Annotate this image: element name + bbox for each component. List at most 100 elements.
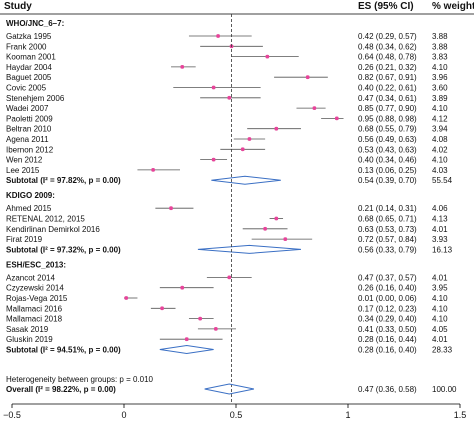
group-title: ESH/ESC_2013: xyxy=(6,260,66,269)
study-es: 0.42 (0.29, 0.57) xyxy=(358,32,417,41)
point-estimate xyxy=(312,106,317,110)
study-es: 0.13 (0.06, 0.25) xyxy=(358,166,417,175)
study-weight: 4.03 xyxy=(432,166,448,175)
study-weight: 4.06 xyxy=(432,204,448,213)
study-label: Frank 2000 xyxy=(6,42,47,51)
study-label: Gatzka 1995 xyxy=(6,32,52,41)
study-weight: 3.95 xyxy=(432,284,448,293)
study-es: 0.21 (0.14, 0.31) xyxy=(358,204,417,213)
study-weight: 4.08 xyxy=(432,135,448,144)
point-estimate xyxy=(227,95,232,100)
study-es: 0.48 (0.34, 0.62) xyxy=(358,42,417,51)
es-column-header: ES (95% CI) xyxy=(358,1,414,12)
study-label: Ahmed 2015 xyxy=(6,204,52,213)
point-estimate xyxy=(180,285,185,290)
study-label: Gluskin 2019 xyxy=(6,335,53,344)
study-weight: 3.60 xyxy=(432,84,448,93)
study-label: Mallamaci 2016 xyxy=(6,304,63,313)
study-es: 0.40 (0.34, 0.46) xyxy=(358,156,417,165)
point-estimate xyxy=(169,206,173,211)
study-weight: 4.10 xyxy=(432,63,448,72)
point-estimate xyxy=(213,327,218,331)
point-estimate xyxy=(124,296,129,300)
study-weight: 4.02 xyxy=(432,145,448,154)
study-es: 0.68 (0.55, 0.79) xyxy=(358,125,417,134)
study-label: Paoletti 2009 xyxy=(6,114,53,123)
study-weight: 4.10 xyxy=(432,315,448,324)
study-weight: 3.88 xyxy=(432,32,448,41)
point-estimate xyxy=(151,168,156,172)
subtotal-diamond xyxy=(211,175,281,185)
study-es: 0.41 (0.33, 0.50) xyxy=(358,325,417,334)
subtotal-es: 0.28 (0.16, 0.40) xyxy=(358,346,417,355)
study-label: Kendirlinan Demirkol 2016 xyxy=(6,225,100,234)
study-label: Ibernon 2012 xyxy=(6,145,54,154)
study-es: 0.26 (0.21, 0.32) xyxy=(358,63,417,72)
study-es: 0.47 (0.34, 0.61) xyxy=(358,94,417,103)
subtotal-diamond xyxy=(159,344,214,355)
study-label: RETENAL 2012, 2015 xyxy=(6,215,85,224)
study-weight: 3.83 xyxy=(432,53,448,62)
study-es: 0.34 (0.29, 0.40) xyxy=(358,315,417,324)
x-tick-label: −0.5 xyxy=(3,410,21,420)
study-label: Baguet 2005 xyxy=(6,73,52,82)
study-label: Rojas-Vega 2015 xyxy=(6,294,68,303)
study-es: 0.85 (0.77, 0.90) xyxy=(358,104,417,113)
subtotal-label: Subtotal (I² = 97.32%, p = 0.00) xyxy=(6,245,121,254)
subtotal-weight: 16.13 xyxy=(432,245,453,254)
point-estimate xyxy=(160,306,164,311)
x-tick-label: 0 xyxy=(121,410,126,420)
study-es: 0.26 (0.16, 0.40) xyxy=(358,284,417,293)
x-tick-label: 1.5 xyxy=(454,410,467,420)
study-weight: 4.01 xyxy=(432,335,448,344)
point-estimate xyxy=(211,157,216,162)
study-label: Beltran 2010 xyxy=(6,125,52,134)
study-weight: 3.93 xyxy=(432,235,448,244)
study-label: Mallamaci 2018 xyxy=(6,315,63,324)
group-title: KDIGO 2009: xyxy=(6,191,55,200)
subtotal-es: 0.56 (0.33, 0.79) xyxy=(358,245,417,254)
study-weight: 4.01 xyxy=(432,225,448,234)
study-weight: 3.89 xyxy=(432,94,448,103)
study-label: Sasak 2019 xyxy=(6,325,49,334)
study-label: Kooman 2001 xyxy=(6,53,56,62)
x-axis: −0.5 0 0.5 1 1.5 xyxy=(3,403,467,420)
subtotal-diamond xyxy=(197,244,301,254)
subtotal-weight: 28.33 xyxy=(432,346,453,355)
point-estimate xyxy=(211,85,216,90)
column-headers: Study ES (95% CI) % weight xyxy=(4,1,474,12)
study-label: Wadei 2007 xyxy=(6,104,49,113)
point-estimate xyxy=(274,126,279,131)
study-label: Wen 2012 xyxy=(6,156,43,165)
study-weight: 4.10 xyxy=(432,156,448,165)
subtotal-es: 0.54 (0.39, 0.70) xyxy=(358,176,417,185)
point-estimate xyxy=(184,337,189,342)
study-weight: 4.13 xyxy=(432,215,448,224)
study-weight: 4.05 xyxy=(432,325,448,334)
subtotal-label: Subtotal (I² = 94.51%, p = 0.00) xyxy=(6,346,121,355)
study-weight: 3.94 xyxy=(432,125,448,134)
point-estimate xyxy=(265,54,270,59)
study-es: 0.01 (0.00, 0.06) xyxy=(358,294,417,303)
study-weight: 4.12 xyxy=(432,114,448,123)
point-estimate xyxy=(198,316,203,321)
study-es: 0.82 (0.67, 0.91) xyxy=(358,73,417,82)
study-weight: 4.10 xyxy=(432,104,448,113)
point-estimate xyxy=(305,75,310,80)
overall-diamond xyxy=(204,383,255,395)
study-es: 0.64 (0.48, 0.78) xyxy=(358,53,417,62)
weight-column-header: % weight xyxy=(432,1,474,12)
study-label: Haydar 2004 xyxy=(6,63,52,72)
study-weight: 4.01 xyxy=(432,273,448,282)
point-estimate xyxy=(283,237,288,242)
study-weight: 4.10 xyxy=(432,304,448,313)
study-label: Czyzewski 2014 xyxy=(6,284,64,293)
x-tick-label: 0.5 xyxy=(230,410,243,420)
study-es: 0.63 (0.53, 0.73) xyxy=(358,225,417,234)
x-tick-label: 1 xyxy=(345,410,350,420)
study-column-header: Study xyxy=(4,1,32,12)
point-estimate xyxy=(216,34,220,38)
overall-label: Overall (I² = 98.22%, p = 0.00) xyxy=(6,385,116,394)
forest-rows: WHO/JNC_6–7: Gatzka 1995 0.42 (0.29, 0.57)… xyxy=(6,14,453,404)
